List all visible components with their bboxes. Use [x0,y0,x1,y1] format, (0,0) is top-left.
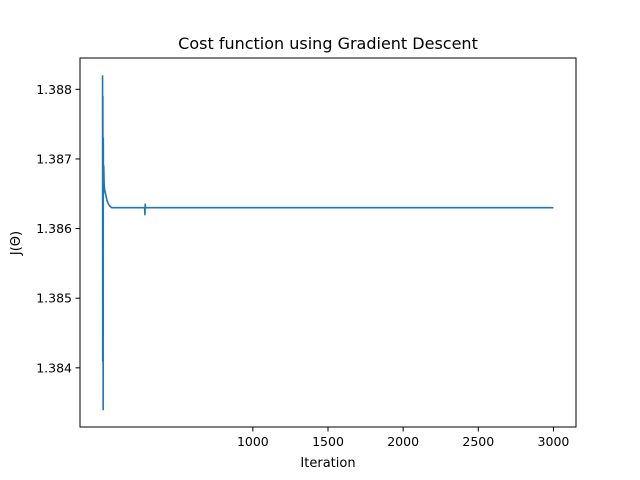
y-axis: 1.384 1.385 1.386 1.387 1.388 [36,82,80,375]
y-tick-label: 1.385 [36,291,72,306]
plot-area [101,75,554,411]
x-tick-label: 1000 [237,434,269,449]
x-tick-label: 2500 [462,434,494,449]
series-line-0 [101,75,554,411]
chart-title: Cost function using Gradient Descent [178,34,478,53]
x-tick-label: 3000 [538,434,570,449]
x-tick-label: 2000 [387,434,419,449]
y-axis-label: J(Θ) [9,231,24,256]
x-tick-label: 1500 [312,434,344,449]
x-axis: 1000 1500 2000 2500 3000 [237,427,569,449]
y-tick-label: 1.388 [36,82,72,97]
x-axis-label: Iteration [300,456,355,471]
y-tick-label: 1.386 [36,221,72,236]
y-tick-label: 1.387 [36,151,72,166]
y-tick-label: 1.384 [36,360,72,375]
